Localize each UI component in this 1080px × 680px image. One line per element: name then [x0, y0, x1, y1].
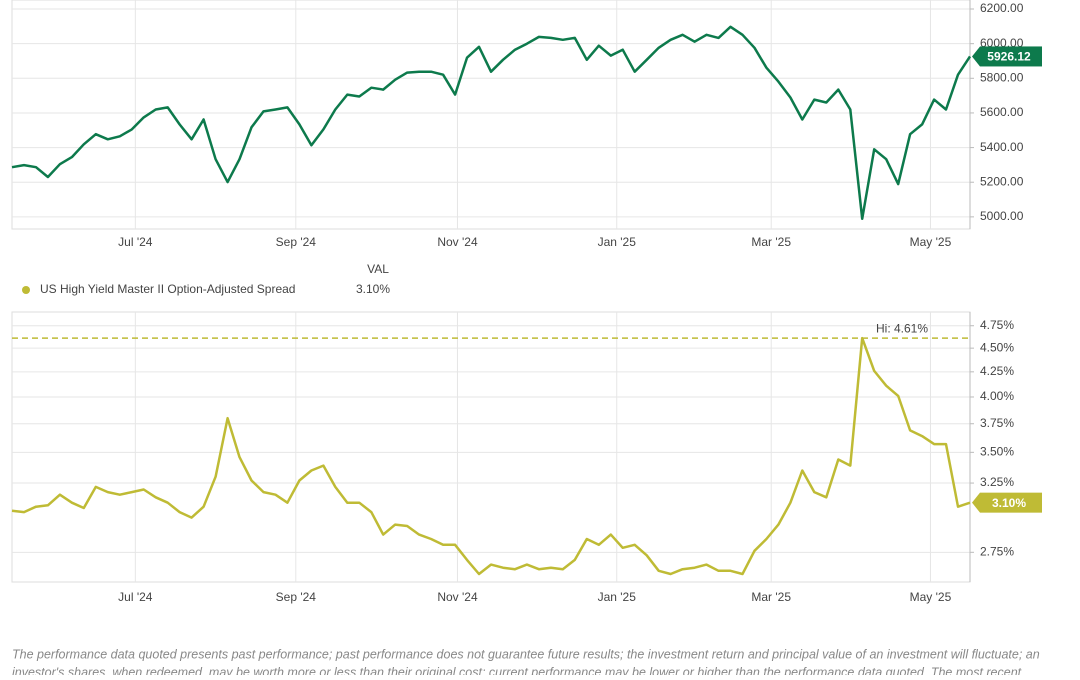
legend-header: VAL [367, 262, 389, 276]
y-tick-label: 6000.00 [980, 36, 1024, 50]
data-line [11, 25, 972, 221]
data-line [11, 336, 971, 576]
last-value-label: 5926.12 [987, 50, 1031, 64]
last-value-arrow [972, 492, 980, 513]
y-tick-label: 3.25% [980, 475, 1014, 489]
y-tick-label: 3.75% [980, 416, 1014, 430]
last-value-box [980, 492, 1042, 513]
y-tick-label: 5200.00 [980, 174, 1024, 188]
x-tick-label: Jan '25 [598, 590, 637, 604]
y-tick-label: 2.75% [980, 544, 1014, 558]
y-tick-label: 4.25% [980, 364, 1014, 378]
y-tick-label: 5400.00 [980, 140, 1024, 154]
y-tick-label: 5800.00 [980, 70, 1024, 84]
hi-label: Hi: 4.61% [876, 321, 928, 335]
y-tick-label: 5000.00 [980, 209, 1024, 223]
last-value-label: 3.10% [992, 496, 1026, 510]
y-tick-label: 5600.00 [980, 105, 1024, 119]
x-tick-label: May '25 [910, 235, 952, 249]
y-tick-label: 4.50% [980, 340, 1014, 354]
y-tick-label: 3.50% [980, 445, 1014, 459]
disclaimer: The performance data quoted presents pas… [12, 647, 1040, 661]
x-tick-label: Jan '25 [598, 235, 637, 249]
last-value-box [980, 46, 1042, 67]
plot-frame [11, 311, 971, 583]
legend-label: US High Yield Master II Option-Adjusted … [40, 282, 295, 296]
x-tick-label: Sep '24 [276, 235, 317, 249]
disclaimer: investor's shares, when redeemed, may be… [12, 665, 1022, 675]
legend-marker [22, 286, 30, 294]
legend-value: 3.10% [356, 282, 390, 296]
last-value-arrow [972, 46, 980, 67]
x-tick-label: May '25 [910, 590, 952, 604]
y-tick-label: 4.75% [980, 318, 1014, 332]
x-tick-label: Nov '24 [437, 590, 478, 604]
x-tick-label: Jul '24 [118, 590, 153, 604]
x-tick-label: Jul '24 [118, 235, 153, 249]
x-tick-label: Nov '24 [437, 235, 478, 249]
x-tick-label: Mar '25 [751, 590, 791, 604]
y-tick-label: 6200.00 [980, 1, 1024, 15]
plot-frame [11, 0, 971, 230]
y-tick-label: 4.00% [980, 389, 1014, 403]
x-tick-label: Sep '24 [276, 590, 317, 604]
x-tick-label: Mar '25 [751, 235, 791, 249]
